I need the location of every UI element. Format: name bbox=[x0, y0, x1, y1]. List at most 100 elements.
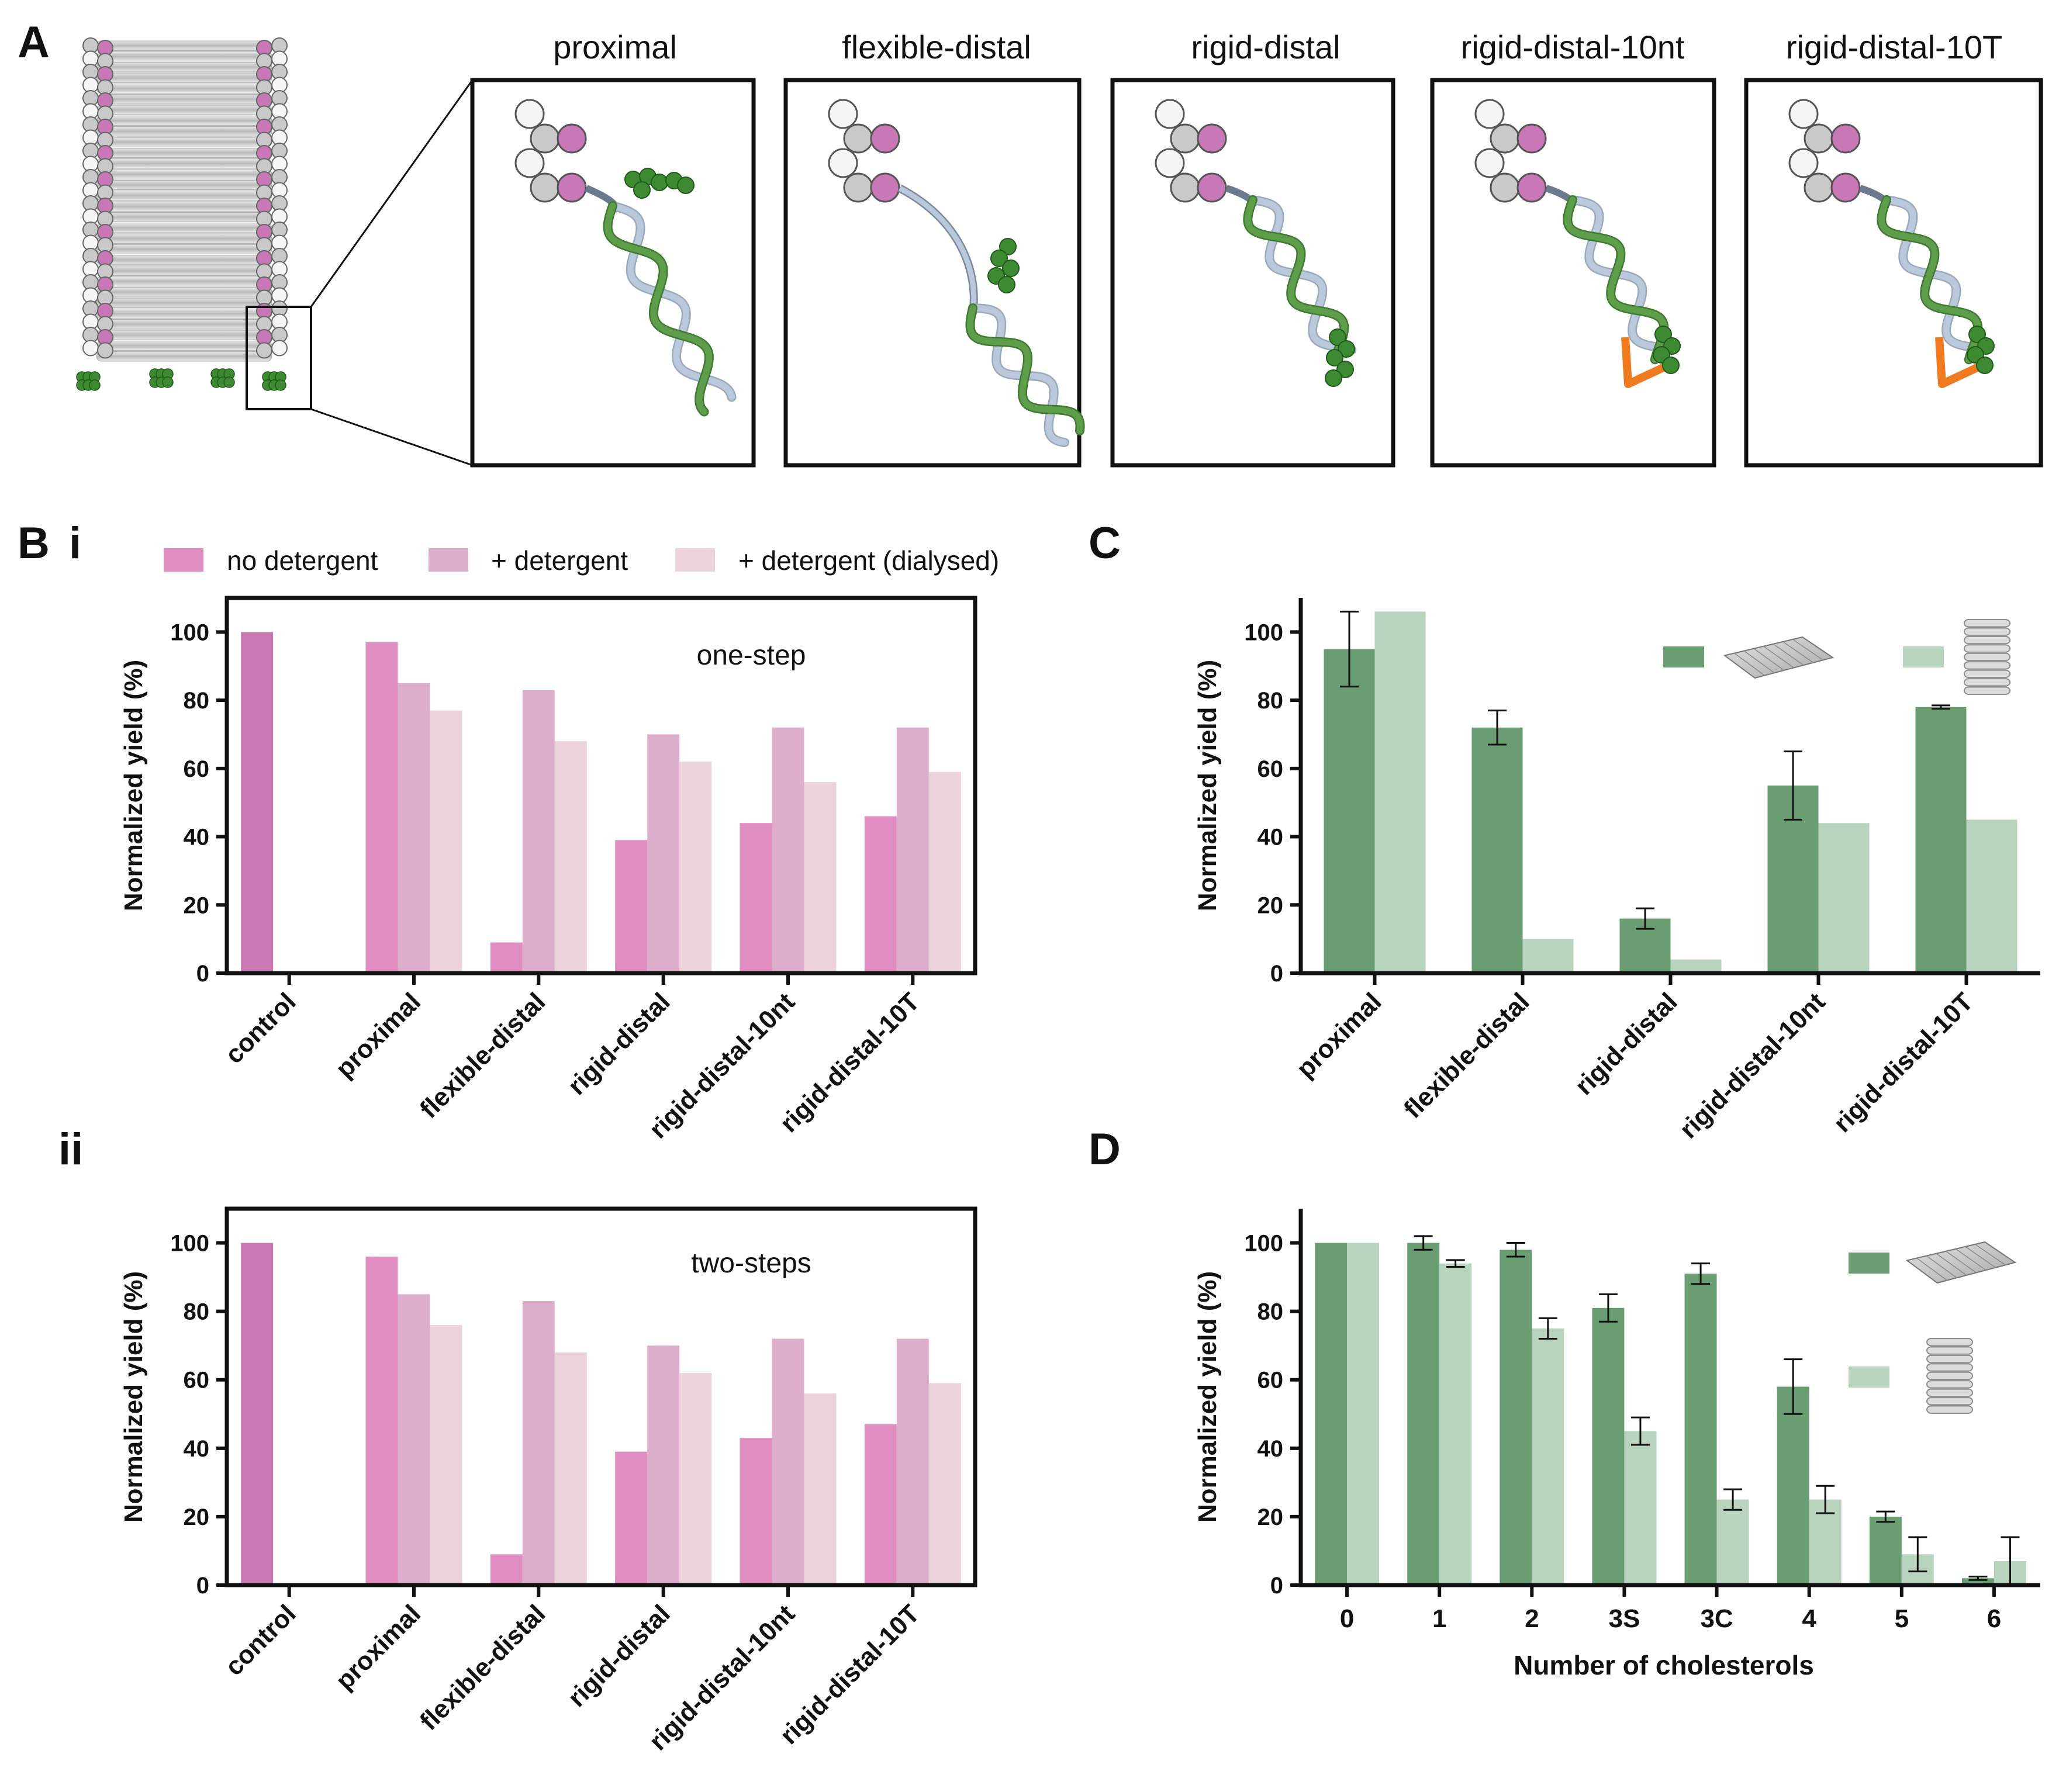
y-axis-label: Normalized yield (%) bbox=[1193, 1271, 1222, 1523]
bar-barrel bbox=[1716, 1499, 1749, 1585]
cholesterol-bead-icon bbox=[1788, 99, 1819, 129]
inset-1: proximal bbox=[470, 29, 756, 468]
barrel-helix bbox=[96, 191, 272, 201]
orange-linker bbox=[1935, 337, 1988, 388]
bar-sheet bbox=[1324, 649, 1375, 973]
cholesterol-bead-icon bbox=[223, 376, 235, 388]
cholesterol-bead-icon bbox=[1336, 361, 1354, 378]
x-tick-label: 5 bbox=[1895, 1604, 1909, 1633]
cholesterol-bead-icon bbox=[1325, 369, 1342, 387]
y-tick-label: 40 bbox=[184, 825, 210, 850]
bar-no-detergent bbox=[365, 1256, 398, 1585]
cholesterol-bead-icon bbox=[999, 238, 1017, 255]
bar--detergent-dialysed- bbox=[679, 1373, 712, 1585]
y-tick-label: 80 bbox=[1257, 1299, 1284, 1325]
x-tick-label: rigid-distal bbox=[562, 987, 676, 1101]
cholesterol-bead-icon bbox=[1654, 326, 1672, 343]
bar--detergent-dialysed- bbox=[928, 772, 961, 973]
barrel-ring bbox=[1964, 635, 2010, 645]
cholesterol-bead-icon bbox=[271, 340, 288, 357]
barrel-helix bbox=[96, 115, 272, 126]
dna-helix-icon bbox=[1564, 196, 1667, 363]
inset-4: rigid-distal-10nt bbox=[1430, 29, 1716, 468]
bar-sheet bbox=[1777, 1386, 1809, 1585]
cholesterol-bead-icon bbox=[998, 276, 1015, 293]
barrel-ring bbox=[1926, 1380, 1973, 1389]
x-axis-label-d: Number of cholesterols bbox=[1514, 1650, 1814, 1680]
chart-b-ii: two-steps 0 20 40 60 80 100 Normalized yield (… bbox=[119, 1206, 977, 1756]
y-tick-label: 0 bbox=[196, 961, 209, 987]
x-tick-label: flexible-distal bbox=[414, 987, 551, 1123]
bar--detergent bbox=[398, 683, 430, 973]
barrel-ring bbox=[1964, 661, 2010, 670]
bar-barrel bbox=[1522, 939, 1574, 973]
y-tick-label: 80 bbox=[184, 688, 210, 714]
bar-no-detergent bbox=[740, 823, 772, 973]
barrel-helix bbox=[96, 158, 272, 169]
cholesterol-bead-icon bbox=[162, 376, 174, 388]
chart-d: Number of cholesterols 020406080100Norma… bbox=[1193, 1209, 2040, 1680]
x-tick-label: control bbox=[220, 1599, 302, 1681]
x-tick-label: rigid-distal-10T bbox=[1828, 987, 1979, 1138]
legend-swatch-sheet bbox=[1849, 1253, 1889, 1274]
cholesterol-bead-icon bbox=[1197, 172, 1227, 203]
y-tick-label: 40 bbox=[1257, 825, 1284, 850]
cholesterol-bead-icon bbox=[651, 174, 668, 191]
x-tick-label: flexible-distal bbox=[1398, 987, 1535, 1123]
x-tick-label: proximal bbox=[330, 987, 426, 1083]
y-axis-label: Normalized yield (%) bbox=[1193, 660, 1222, 911]
inset-title: rigid-distal-10nt bbox=[1461, 29, 1685, 65]
cholesterol-bead-icon bbox=[1516, 123, 1547, 154]
bar--detergent bbox=[772, 727, 804, 973]
cholesterol-bead-icon bbox=[275, 379, 286, 391]
dna-helix-icon bbox=[1569, 196, 1675, 354]
cholesterol-bead-icon bbox=[870, 123, 900, 154]
cholesterol-bead-icon bbox=[843, 123, 873, 154]
cholesterol-bead-icon bbox=[843, 172, 873, 203]
origami-barrel-icon bbox=[76, 37, 288, 391]
bar-sheet bbox=[1869, 1516, 1902, 1585]
cholesterol-bead-icon bbox=[990, 250, 1008, 267]
cholesterol-bead-icon bbox=[557, 172, 587, 203]
barrel-ring bbox=[1926, 1388, 1973, 1397]
barrel-ring bbox=[1926, 1346, 1973, 1355]
x-tick-label: 1 bbox=[1432, 1604, 1446, 1633]
barrel-ring bbox=[1964, 652, 2010, 662]
panel-label-b-i: i bbox=[69, 518, 81, 568]
y-tick-label: 40 bbox=[184, 1436, 210, 1462]
cholesterol-bead-icon bbox=[1804, 123, 1834, 154]
panel-label-b-ii: ii bbox=[58, 1125, 83, 1174]
barrel-ring bbox=[1926, 1397, 1973, 1406]
cholesterol-bead-icon bbox=[97, 342, 113, 359]
cholesterol-bead-icon bbox=[557, 123, 587, 154]
sheet-grid-line bbox=[1926, 1255, 1957, 1278]
barrel-ring bbox=[1926, 1363, 1973, 1372]
chart-b-i: one-step 0 20 40 60 80 100 Normalized yield (%… bbox=[119, 596, 977, 1144]
barrel-helix bbox=[96, 201, 272, 212]
barrel-helix bbox=[96, 297, 272, 308]
bar-sheet bbox=[1684, 1274, 1717, 1585]
cholesterol-bead-icon bbox=[1788, 148, 1819, 178]
y-tick-label: 20 bbox=[1257, 892, 1284, 918]
bar-no-detergent bbox=[490, 942, 523, 973]
cholesterol-bead-icon bbox=[1830, 172, 1861, 203]
barrel-helix bbox=[96, 255, 272, 265]
bar-no-detergent bbox=[864, 816, 897, 973]
bar-sheet bbox=[1315, 1243, 1348, 1585]
bar--detergent bbox=[522, 690, 555, 973]
inset-frame bbox=[1744, 78, 2043, 468]
x-tick-label: control bbox=[220, 987, 302, 1069]
barrel-ring bbox=[1964, 619, 2010, 628]
bar-barrel bbox=[1532, 1328, 1564, 1585]
sheet-grid-line bbox=[1975, 1244, 2006, 1265]
x-tick-label: 4 bbox=[1802, 1604, 1816, 1633]
legend-swatch-barrel bbox=[1849, 1367, 1889, 1388]
inset-frame bbox=[783, 78, 1082, 468]
inset-title: flexible-distal bbox=[842, 29, 1031, 65]
sheet-grid-line bbox=[1916, 1257, 1947, 1281]
bar-no-detergent bbox=[615, 840, 648, 973]
barrel-helix bbox=[96, 265, 272, 276]
bar--detergent-dialysed- bbox=[430, 710, 462, 973]
bar--detergent-dialysed- bbox=[554, 741, 587, 973]
cholesterol-bead-icon bbox=[1516, 172, 1547, 203]
